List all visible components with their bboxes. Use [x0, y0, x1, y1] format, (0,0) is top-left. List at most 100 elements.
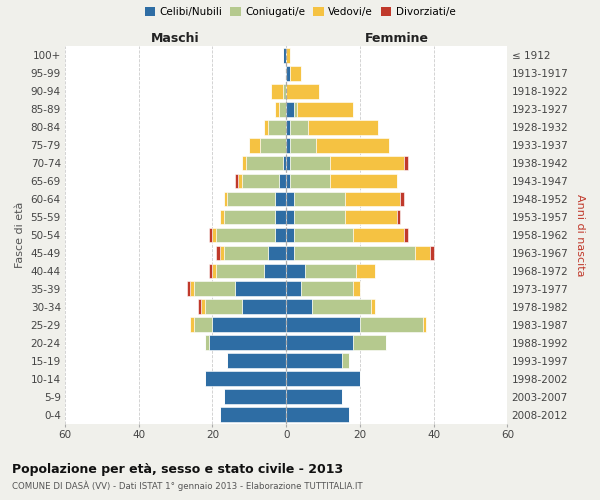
Bar	[279, 102, 286, 117]
Bar	[286, 264, 305, 278]
Bar	[216, 228, 275, 242]
Bar	[264, 120, 268, 134]
Bar	[353, 282, 360, 296]
Bar	[235, 282, 286, 296]
Bar	[353, 228, 404, 242]
Bar	[224, 210, 275, 224]
Bar	[415, 246, 430, 260]
Bar	[286, 156, 290, 170]
Bar	[227, 354, 286, 368]
Bar	[293, 228, 353, 242]
Bar	[341, 354, 349, 368]
Bar	[227, 192, 275, 206]
Bar	[397, 210, 400, 224]
Bar	[268, 246, 286, 260]
Bar	[290, 156, 331, 170]
Bar	[286, 84, 319, 98]
Bar	[290, 138, 316, 152]
Bar	[286, 48, 290, 62]
Bar	[286, 174, 290, 188]
Bar	[286, 66, 290, 80]
Bar	[286, 282, 301, 296]
Bar	[205, 372, 286, 386]
Bar	[275, 210, 286, 224]
Bar	[308, 120, 379, 134]
Bar	[209, 228, 212, 242]
Bar	[242, 156, 245, 170]
Bar	[264, 264, 286, 278]
Bar	[286, 192, 293, 206]
Bar	[283, 156, 286, 170]
Bar	[220, 210, 224, 224]
Bar	[430, 246, 434, 260]
Bar	[216, 246, 220, 260]
Bar	[371, 300, 374, 314]
Text: Maschi: Maschi	[151, 32, 200, 46]
Bar	[220, 246, 224, 260]
Bar	[224, 246, 268, 260]
Bar	[242, 174, 279, 188]
Bar	[286, 300, 312, 314]
Bar	[245, 156, 283, 170]
Bar	[290, 174, 331, 188]
Bar	[404, 228, 408, 242]
Bar	[209, 264, 212, 278]
Bar	[194, 318, 212, 332]
Bar	[331, 174, 397, 188]
Bar	[286, 389, 341, 404]
Bar	[205, 336, 209, 350]
Bar	[305, 264, 356, 278]
Bar	[316, 138, 389, 152]
Bar	[224, 192, 227, 206]
Bar	[345, 210, 397, 224]
Text: Popolazione per età, sesso e stato civile - 2013: Popolazione per età, sesso e stato civil…	[12, 462, 343, 475]
Bar	[286, 228, 293, 242]
Bar	[286, 102, 293, 117]
Bar	[286, 138, 290, 152]
Bar	[356, 264, 374, 278]
Bar	[290, 120, 308, 134]
Bar	[187, 282, 190, 296]
Bar	[202, 300, 205, 314]
Bar	[286, 120, 290, 134]
Bar	[331, 156, 404, 170]
Bar	[190, 282, 194, 296]
Bar	[312, 300, 371, 314]
Bar	[283, 48, 286, 62]
Bar	[275, 102, 279, 117]
Bar	[250, 138, 260, 152]
Bar	[205, 300, 242, 314]
Bar	[271, 84, 283, 98]
Bar	[293, 102, 297, 117]
Bar	[224, 389, 286, 404]
Bar	[279, 174, 286, 188]
Bar	[286, 354, 341, 368]
Bar	[260, 138, 286, 152]
Bar	[360, 318, 422, 332]
Bar	[293, 192, 345, 206]
Bar	[286, 246, 293, 260]
Bar	[275, 192, 286, 206]
Bar	[212, 228, 216, 242]
Bar	[353, 336, 386, 350]
Text: Femmine: Femmine	[365, 32, 429, 46]
Y-axis label: Anni di nascita: Anni di nascita	[575, 194, 585, 276]
Bar	[220, 407, 286, 422]
Bar	[404, 156, 408, 170]
Bar	[198, 300, 202, 314]
Bar	[235, 174, 238, 188]
Bar	[209, 336, 286, 350]
Bar	[194, 282, 235, 296]
Bar	[238, 174, 242, 188]
Bar	[297, 102, 353, 117]
Bar	[293, 246, 415, 260]
Bar	[268, 120, 286, 134]
Bar	[275, 228, 286, 242]
Bar	[345, 192, 400, 206]
Bar	[422, 318, 427, 332]
Legend: Celibi/Nubili, Coniugati/e, Vedovi/e, Divorziati/e: Celibi/Nubili, Coniugati/e, Vedovi/e, Di…	[140, 2, 460, 21]
Bar	[212, 318, 286, 332]
Bar	[212, 264, 216, 278]
Bar	[286, 407, 349, 422]
Bar	[293, 210, 345, 224]
